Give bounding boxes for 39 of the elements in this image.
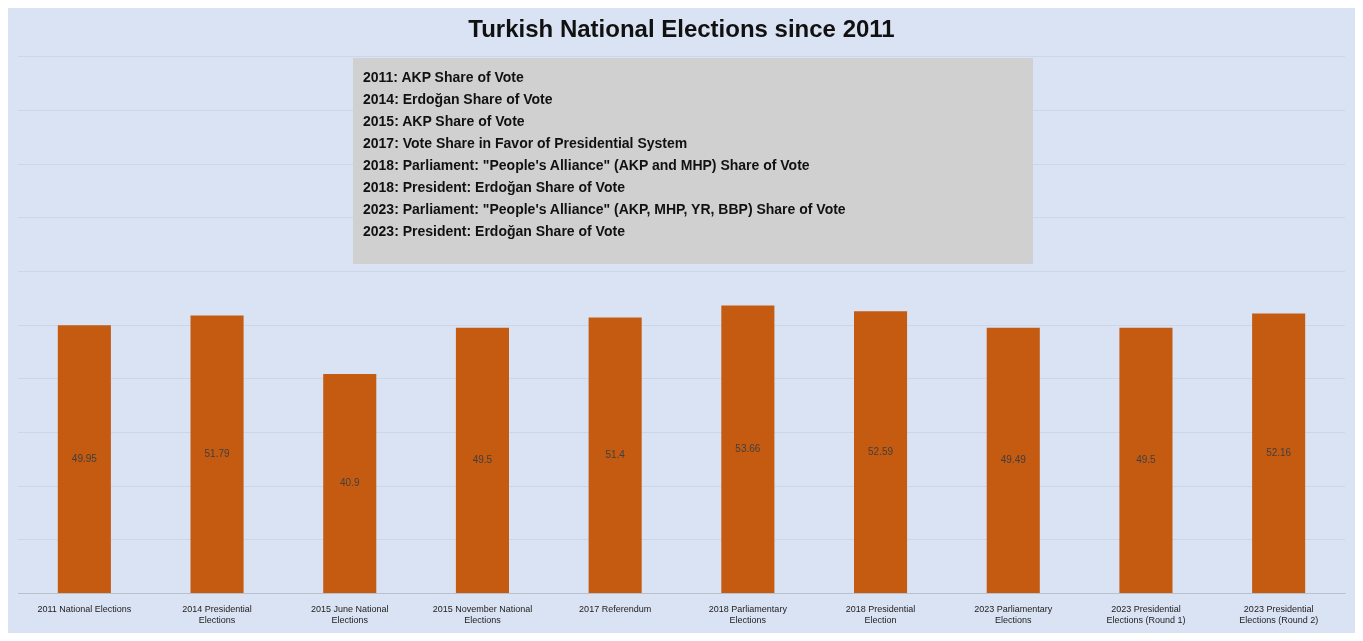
data-label: 51.4 — [605, 448, 626, 460]
x-tick-label: 2023 Parliamentary Elections — [974, 604, 1053, 626]
x-tick-label: 2015 November National Elections — [432, 604, 533, 626]
data-label: 49.5 — [1136, 454, 1157, 466]
data-label: 49.95 — [71, 452, 98, 464]
annotation: 2018: President: Erdoğan Share of Vote — [363, 178, 626, 197]
bar — [190, 315, 244, 593]
x-tick-label: 2017 Referendum — [579, 604, 652, 615]
data-label: 52.16 — [1266, 446, 1292, 458]
annotation: 2023: Parliament: "People's Alliance" (AKP, MHP, YR, BBP) Share of Vote — [363, 200, 847, 219]
data-label: 53.66 — [735, 442, 761, 454]
annotation: 2017: Vote Share in Favor of Presidential System — [363, 134, 689, 153]
annotation: 2015: AKP Share of Vote — [363, 112, 526, 131]
bar — [588, 317, 642, 593]
annotation: 2011: AKP Share of Vote — [363, 68, 525, 87]
data-label: 49.49 — [1000, 454, 1027, 466]
x-tick-label: 2015 June National Elections — [310, 604, 389, 626]
bar — [721, 305, 775, 593]
x-tick-label: 2018 Parliamentary Elections — [708, 604, 788, 626]
bar — [854, 311, 908, 593]
annotation: 2023: President: Erdoğan Share of Vote — [363, 222, 626, 241]
x-tick-label: 2018 Presidential Election — [845, 604, 916, 626]
bar — [986, 327, 1040, 593]
data-label: 49.5 — [472, 454, 493, 466]
x-tick-label: 2011 National Elections — [37, 604, 132, 615]
x-tick-label: 2014 Presidential Elections — [182, 604, 252, 626]
x-tick-label: 2023 Presidential Elections (Round 2) — [1239, 604, 1319, 626]
annotation: 2014: Erdoğan Share of Vote — [363, 90, 554, 109]
x-tick-label: 2023 Presidential Elections (Round 1) — [1106, 604, 1186, 626]
bar — [1252, 313, 1306, 593]
data-label: 52.59 — [868, 445, 894, 457]
bar — [1119, 327, 1173, 593]
chart-title: Turkish National Elections since 2011 — [468, 15, 895, 43]
annotation: 2018: Parliament: "People's Alliance" (AKP and MHP) Share of Vote — [363, 156, 811, 175]
bar — [455, 327, 509, 593]
bar — [323, 373, 377, 593]
data-label: 51.79 — [204, 447, 230, 459]
bar — [57, 325, 111, 593]
data-label: 40.9 — [340, 477, 360, 489]
